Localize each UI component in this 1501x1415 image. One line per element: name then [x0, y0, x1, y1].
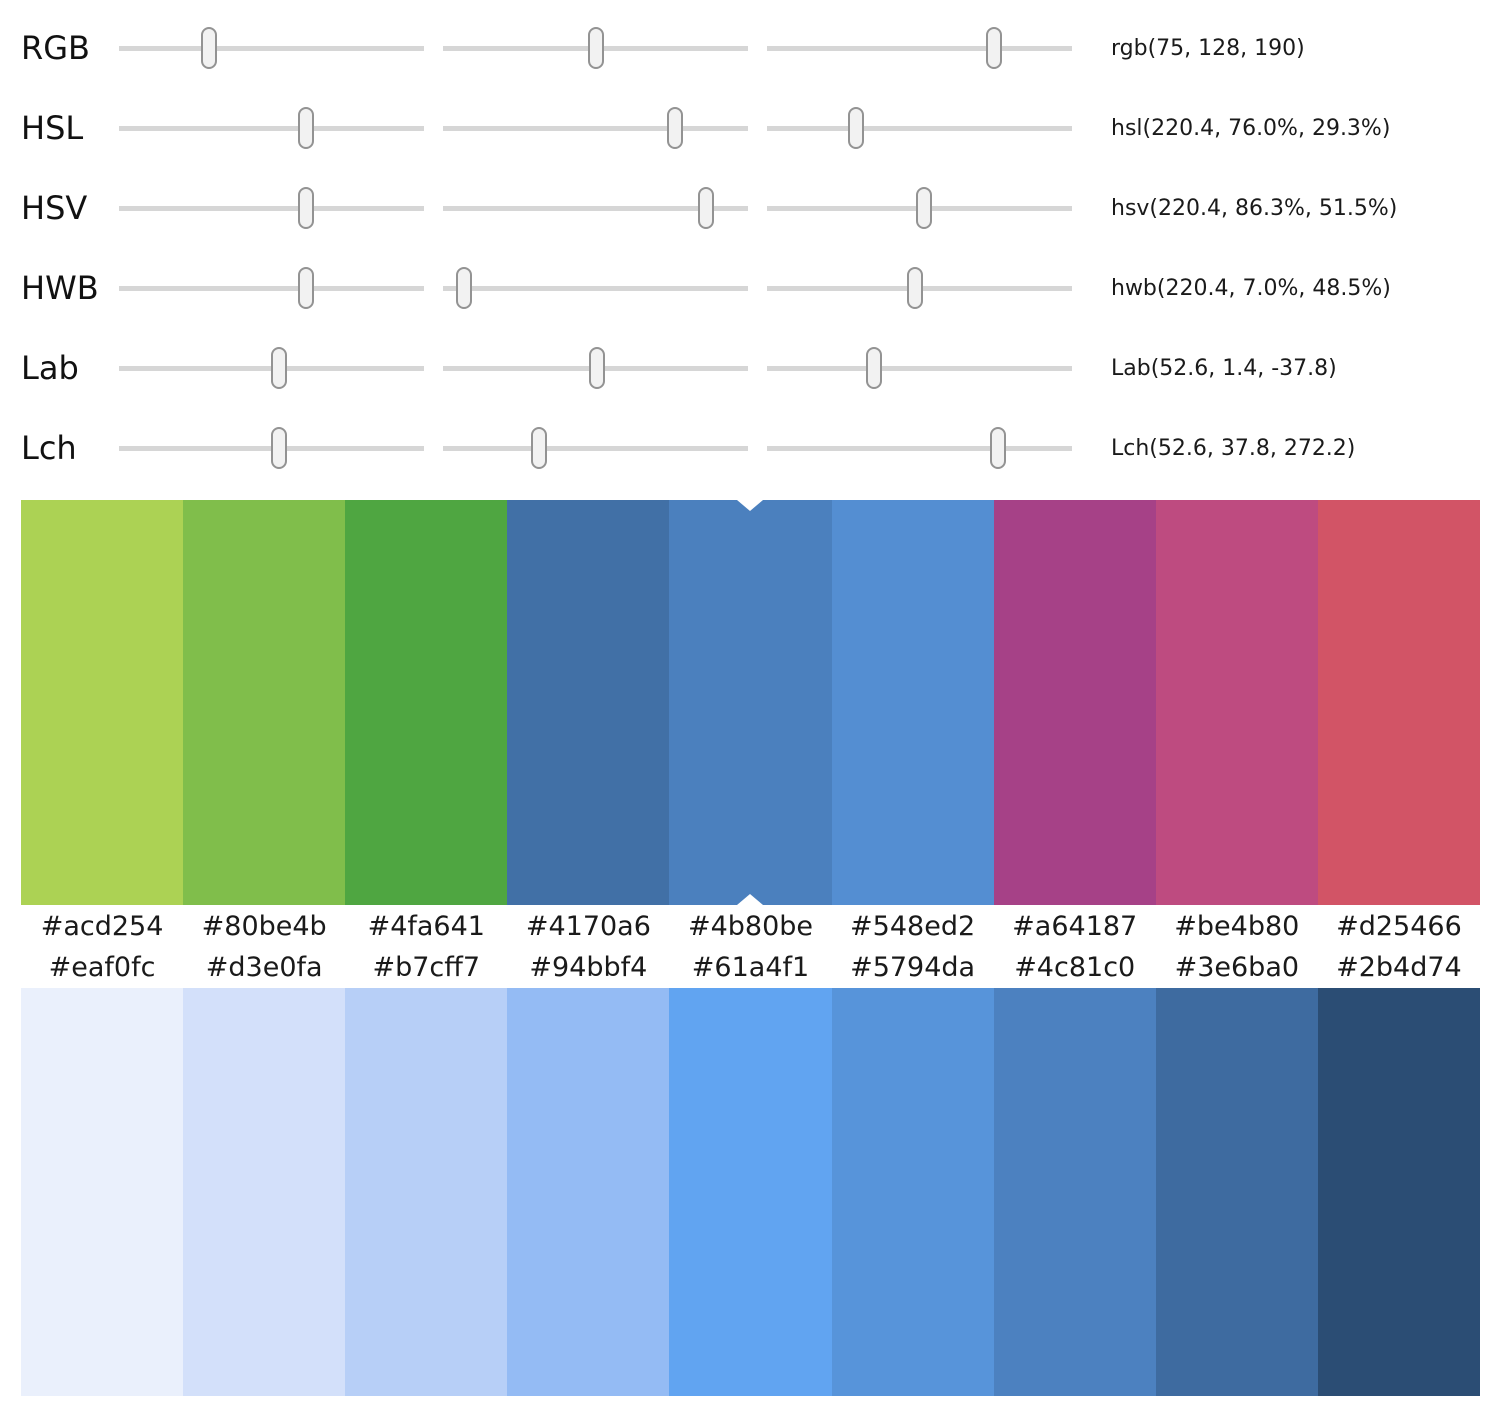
slider-thumb-hsl-1[interactable] [297, 107, 314, 149]
slider-thumb-lch-2[interactable] [531, 427, 548, 469]
hue-hex-label-8: #d25466 [1336, 910, 1462, 942]
slider-thumb-hwb-2[interactable] [456, 267, 473, 309]
lightness-hex-label-0: #eaf0fc [48, 952, 156, 983]
slider-track-rgb-1[interactable] [119, 27, 424, 69]
hue-hex-label-3: #4170a6 [525, 910, 651, 942]
slider-track-hsl-2[interactable] [443, 107, 748, 149]
lightness-hex-label-8: #2b4d74 [1336, 952, 1462, 983]
hue-swatch-2[interactable] [345, 500, 508, 905]
hue-swatch-8[interactable] [1317, 500, 1480, 905]
slider-thumb-hsv-2[interactable] [698, 187, 715, 229]
hue-swatch-3[interactable] [507, 500, 670, 905]
colorspace-label-hsl: HSL [21, 109, 84, 147]
slider-track-hsl-3[interactable] [767, 107, 1072, 149]
lightness-hex-label-2: #b7cff7 [372, 952, 481, 983]
slider-track-lch-2[interactable] [443, 427, 748, 469]
lightness-palette-labels: #eaf0fc #d3e0fa #b7cff7 #94bbf4 #61a4f1 #5794… [21, 947, 1480, 988]
lightness-hex-label-7: #3e6ba0 [1174, 952, 1300, 983]
slider-thumb-lab-3[interactable] [866, 347, 883, 389]
color-value-hwb: hwb(220.4, 7.0%, 48.5%) [1111, 275, 1391, 301]
slider-track-hsl-1[interactable] [119, 107, 424, 149]
colorspace-label-lab: Lab [21, 349, 79, 387]
slider-track-lch-3[interactable] [767, 427, 1072, 469]
colorspace-label-hsv: HSV [21, 189, 88, 227]
hue-swatch-6[interactable] [993, 500, 1156, 905]
hue-swatch-0[interactable] [21, 500, 184, 905]
lightness-palette [21, 988, 1480, 1396]
slider-row-lab: Lab Lab(52.6, 1.4, -37.8) [0, 328, 1501, 408]
slider-track-hwb-1[interactable] [119, 267, 424, 309]
lightness-hex-label-1: #d3e0fa [205, 952, 323, 983]
color-value-hsl: hsl(220.4, 76.0%, 29.3%) [1111, 115, 1391, 141]
hue-hex-label-2: #4fa641 [367, 910, 485, 942]
selection-marker-bottom-icon [737, 894, 764, 905]
slider-thumb-rgb-3[interactable] [986, 27, 1003, 69]
slider-track-lch-1[interactable] [119, 427, 424, 469]
slider-thumb-lab-2[interactable] [589, 347, 606, 389]
color-value-hsv: hsv(220.4, 86.3%, 51.5%) [1111, 195, 1398, 221]
slider-thumb-hsl-3[interactable] [848, 107, 865, 149]
slider-track-hwb-2[interactable] [443, 267, 748, 309]
hue-hex-label-7: #be4b80 [1174, 910, 1300, 942]
slider-track-hsv-2[interactable] [443, 187, 748, 229]
hue-hex-label-0: #acd254 [40, 910, 164, 942]
lightness-hex-label-6: #4c81c0 [1014, 952, 1136, 983]
lightness-swatch-0[interactable] [21, 988, 184, 1396]
hue-swatch-1[interactable] [183, 500, 346, 905]
slider-track-lab-2[interactable] [443, 347, 748, 389]
color-value-lab: Lab(52.6, 1.4, -37.8) [1111, 355, 1337, 381]
slider-row-hwb: HWB hwb(220.4, 7.0%, 48.5%) [0, 248, 1501, 328]
lightness-swatch-7[interactable] [1155, 988, 1318, 1396]
slider-row-hsl: HSL hsl(220.4, 76.0%, 29.3%) [0, 88, 1501, 168]
slider-thumb-hsl-2[interactable] [666, 107, 683, 149]
slider-row-lch: Lch Lch(52.6, 37.8, 272.2) [0, 408, 1501, 488]
lightness-hex-label-4: #61a4f1 [691, 952, 810, 983]
lightness-swatch-2[interactable] [345, 988, 508, 1396]
slider-thumb-lch-1[interactable] [271, 427, 288, 469]
slider-track-hsv-3[interactable] [767, 187, 1072, 229]
hue-hex-label-1: #80be4b [201, 910, 327, 942]
slider-track-lab-3[interactable] [767, 347, 1072, 389]
slider-thumb-hwb-1[interactable] [297, 267, 314, 309]
slider-row-rgb: RGB rgb(75, 128, 190) [0, 8, 1501, 88]
slider-thumb-rgb-1[interactable] [200, 27, 217, 69]
color-value-rgb: rgb(75, 128, 190) [1111, 35, 1305, 61]
slider-thumb-rgb-2[interactable] [588, 27, 605, 69]
hue-swatch-7[interactable] [1155, 500, 1318, 905]
slider-thumb-lch-3[interactable] [989, 427, 1006, 469]
hue-swatch-5[interactable] [831, 500, 994, 905]
color-slider-panel: RGB rgb(75, 128, 190) HSL hsl(220.4, 76.0%,… [0, 0, 1501, 488]
slider-thumb-hsv-1[interactable] [297, 187, 314, 229]
hue-hex-label-4: #4b80be [687, 910, 814, 942]
slider-thumb-hsv-3[interactable] [916, 187, 933, 229]
slider-thumb-hwb-3[interactable] [906, 267, 923, 309]
hue-swatch-4[interactable] [669, 500, 832, 905]
palette-section: #acd254 #80be4b #4fa641 #4170a6 #4b80be #548e… [0, 500, 1501, 1396]
lightness-swatch-5[interactable] [831, 988, 994, 1396]
hue-palette [21, 500, 1480, 905]
selection-marker-top-icon [737, 500, 764, 511]
colorspace-label-hwb: HWB [21, 269, 99, 307]
lightness-swatch-8[interactable] [1317, 988, 1480, 1396]
lightness-hex-label-5: #5794da [850, 952, 976, 983]
hue-hex-label-5: #548ed2 [850, 910, 976, 942]
colorspace-label-rgb: RGB [21, 29, 90, 67]
slider-track-hwb-3[interactable] [767, 267, 1072, 309]
hue-hex-label-6: #a64187 [1012, 910, 1138, 942]
lightness-swatch-4[interactable] [669, 988, 832, 1396]
lightness-hex-label-3: #94bbf4 [529, 952, 648, 983]
color-value-lch: Lch(52.6, 37.8, 272.2) [1111, 435, 1356, 461]
slider-track-rgb-2[interactable] [443, 27, 748, 69]
lightness-swatch-6[interactable] [993, 988, 1156, 1396]
slider-track-hsv-1[interactable] [119, 187, 424, 229]
hue-palette-labels: #acd254 #80be4b #4fa641 #4170a6 #4b80be #548e… [21, 905, 1480, 947]
slider-track-rgb-3[interactable] [767, 27, 1072, 69]
slider-row-hsv: HSV hsv(220.4, 86.3%, 51.5%) [0, 168, 1501, 248]
lightness-swatch-1[interactable] [183, 988, 346, 1396]
colorspace-label-lch: Lch [21, 429, 77, 467]
slider-track-lab-1[interactable] [119, 347, 424, 389]
lightness-swatch-3[interactable] [507, 988, 670, 1396]
slider-thumb-lab-1[interactable] [271, 347, 288, 389]
